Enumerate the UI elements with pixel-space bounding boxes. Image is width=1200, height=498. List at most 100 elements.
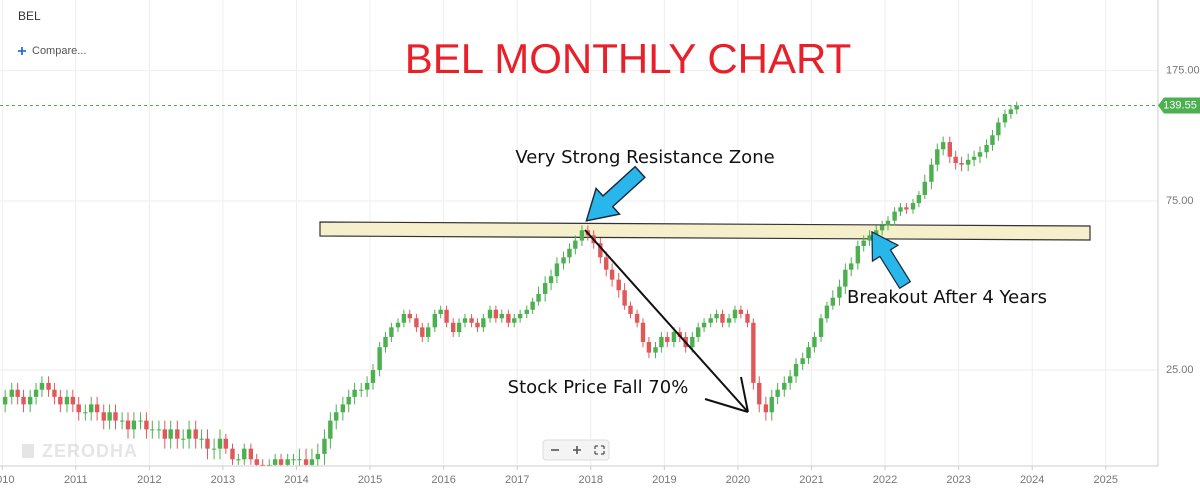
candle-body bbox=[309, 459, 315, 465]
candle-body bbox=[131, 420, 137, 430]
x-tick-label: 2021 bbox=[799, 474, 823, 486]
candle-body bbox=[524, 309, 529, 314]
plus-icon bbox=[18, 47, 26, 55]
candle-body bbox=[793, 364, 799, 377]
axes: 25.00 75.00 175.00 2010 2011 2012 2013 2014 2015… bbox=[0, 0, 1200, 486]
annotations: Very Strong Resistance Zone Breakout Aft… bbox=[508, 147, 1047, 413]
candle-body bbox=[119, 420, 125, 422]
candle-body bbox=[763, 404, 769, 413]
candle-body bbox=[407, 313, 412, 319]
candle-body bbox=[782, 382, 787, 390]
candle-body bbox=[787, 376, 793, 383]
candle-body bbox=[223, 438, 229, 449]
candle-body bbox=[959, 163, 964, 165]
candle-body bbox=[303, 459, 309, 465]
y-tick-label: 75.00 bbox=[1166, 195, 1194, 207]
candle-body bbox=[272, 459, 278, 465]
candle-body bbox=[726, 318, 732, 323]
candle-body bbox=[769, 396, 774, 413]
candle-body bbox=[156, 429, 162, 431]
annotation-text: Very Strong Resistance Zone bbox=[515, 147, 774, 168]
candle-body bbox=[15, 389, 20, 397]
candle-body bbox=[230, 448, 235, 460]
x-tick-label: 2014 bbox=[284, 474, 308, 486]
candle-body bbox=[898, 207, 903, 212]
x-tick-label: 2015 bbox=[358, 474, 382, 486]
candle-body bbox=[346, 396, 351, 405]
candle-body bbox=[414, 318, 419, 328]
candle-body bbox=[340, 404, 346, 413]
candle-body bbox=[150, 429, 155, 431]
annotation-arrow bbox=[871, 230, 912, 290]
candle-body bbox=[579, 230, 585, 241]
candle-body bbox=[714, 313, 719, 319]
candle-body bbox=[322, 438, 327, 454]
candle-body bbox=[874, 230, 879, 236]
candle-body bbox=[315, 453, 321, 460]
candle-body bbox=[517, 313, 523, 319]
candle-body bbox=[76, 404, 81, 413]
candle-body bbox=[916, 194, 922, 204]
candle-body bbox=[211, 448, 217, 450]
zoom-in[interactable] bbox=[573, 446, 581, 454]
candle-body bbox=[984, 144, 989, 153]
last-price-label: 139.55 bbox=[1163, 99, 1197, 111]
candle-body bbox=[401, 313, 407, 323]
fullscreen[interactable] bbox=[594, 445, 605, 455]
x-tick-label: 2011 bbox=[64, 474, 88, 486]
candle-body bbox=[352, 389, 357, 397]
candle-body bbox=[125, 420, 131, 430]
candle-body bbox=[450, 322, 456, 333]
annotation-text: Stock Price Fall 70% bbox=[508, 377, 689, 398]
candle-body bbox=[186, 429, 192, 439]
candle-body bbox=[757, 382, 762, 405]
candle-body bbox=[193, 429, 198, 439]
candle-body bbox=[910, 203, 916, 210]
candle-body bbox=[205, 438, 210, 449]
candle-body bbox=[499, 313, 504, 319]
candle-body bbox=[567, 248, 572, 258]
candle-body bbox=[370, 370, 376, 383]
candle-body bbox=[751, 322, 756, 383]
candle-body bbox=[334, 412, 339, 421]
plot-area bbox=[0, 101, 1158, 466]
candle-body bbox=[708, 318, 713, 323]
candle-body bbox=[52, 389, 57, 397]
candle-body bbox=[640, 322, 646, 342]
candle-body bbox=[634, 313, 640, 323]
x-tick-label: 2022 bbox=[873, 474, 897, 486]
x-tick-label: 2016 bbox=[431, 474, 455, 486]
candle-body bbox=[359, 389, 364, 391]
y-tick-label: 25.00 bbox=[1166, 364, 1194, 376]
compare-label[interactable]: Compare... bbox=[32, 45, 86, 57]
candle-body bbox=[33, 389, 39, 397]
candle-body bbox=[646, 341, 652, 353]
candle-body bbox=[101, 412, 106, 421]
x-tick-label: 2010 bbox=[0, 474, 14, 486]
candle-body bbox=[892, 211, 897, 221]
candle-body bbox=[940, 142, 946, 150]
candle-body bbox=[849, 263, 854, 270]
candle-body bbox=[285, 459, 290, 465]
candle-body bbox=[720, 313, 725, 323]
candle-body bbox=[554, 263, 560, 277]
candle-body bbox=[444, 309, 449, 323]
candle-body bbox=[512, 318, 517, 323]
candle-body bbox=[469, 318, 474, 323]
candle-body bbox=[690, 336, 695, 348]
compare-button[interactable]: Compare... bbox=[18, 45, 86, 57]
candle-body bbox=[837, 286, 842, 298]
candle-body bbox=[1014, 105, 1019, 110]
candle-body bbox=[493, 309, 499, 319]
x-tick-label: 2024 bbox=[1020, 474, 1044, 486]
candle-body bbox=[481, 318, 486, 328]
candle-body bbox=[885, 220, 891, 226]
candle-body bbox=[573, 240, 578, 249]
candle-body bbox=[89, 404, 94, 413]
candle-body bbox=[462, 318, 468, 323]
candle-body bbox=[542, 283, 548, 294]
candle-body bbox=[138, 420, 143, 422]
candle-body bbox=[475, 322, 480, 328]
candle-body bbox=[855, 245, 861, 264]
candle-body bbox=[506, 313, 511, 323]
